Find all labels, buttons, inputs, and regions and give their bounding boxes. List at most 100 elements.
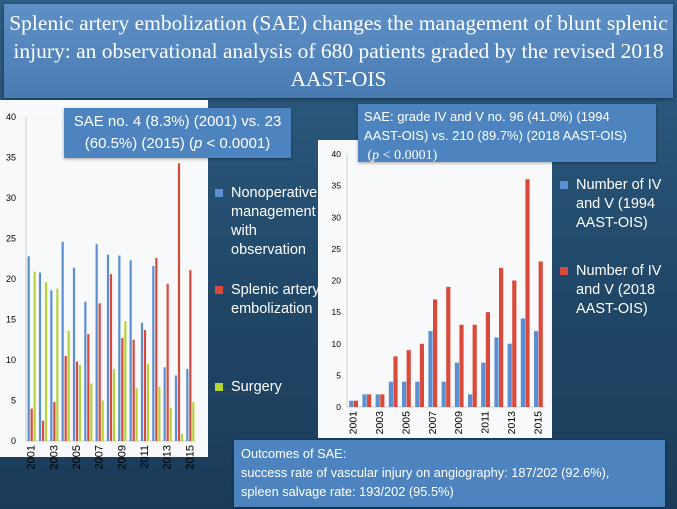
- chart1-bar: [177, 163, 181, 442]
- callout-right: SAE: grade IV and V no. 96 (41.0%) (1994…: [358, 104, 656, 163]
- chart2-bar: [406, 350, 411, 407]
- chart2-y-tick-label: 5: [336, 370, 341, 380]
- legend2-swatch-red: [560, 267, 568, 275]
- chart1-bar: [158, 386, 161, 441]
- chart1-bar: [106, 254, 110, 441]
- chart1-x-tick-label: 2015: [184, 445, 196, 469]
- legend1-label-surgery: Surgery: [231, 379, 282, 395]
- outcomes-line1: success rate of vascular injury on angio…: [241, 465, 610, 480]
- chart1-bar: [72, 267, 76, 441]
- legend1-swatch-blue: [215, 189, 223, 197]
- chart1-bar: [87, 334, 90, 441]
- chart2-y-tick-label: 40: [332, 149, 342, 159]
- chart1-bar: [189, 270, 192, 441]
- chart2-bar: [454, 362, 459, 407]
- chart1-bar: [135, 388, 138, 441]
- chart1-bar: [109, 274, 113, 441]
- chart2-x-tick-label: 2001: [348, 411, 360, 435]
- title-text: Splenic artery embolization (SAE) change…: [9, 11, 668, 91]
- chart1-bar: [180, 433, 184, 441]
- legend2-label-1994: Number of IV and V (1994 AAST-OIS): [576, 177, 662, 231]
- chart2-bar: [415, 381, 420, 407]
- callout-left: SAE no. 4 (8.3%) (2001) vs. 23 (60.5%) (…: [64, 108, 291, 158]
- chart1-bar: [61, 241, 64, 441]
- chart2-bar: [485, 312, 490, 407]
- chart1-bar: [67, 330, 70, 441]
- callout-left-main: SAE no. 4 (8.3%) (2001) vs. 23 (60.5%) (…: [73, 113, 282, 152]
- callout-right-main: SAE: grade IV and V no. 96 (41.0%) (1994…: [364, 109, 627, 143]
- chart1-x-tick-label: 2003: [48, 445, 60, 469]
- chart1-bar: [30, 408, 33, 441]
- chart2-x-tick-label: 2015: [532, 411, 544, 435]
- chart1-bar: [118, 255, 121, 441]
- callout-right-p: p: [372, 148, 380, 163]
- chart1-bar: [98, 303, 101, 441]
- chart1-x-tick-label: 2001: [26, 445, 38, 469]
- chart1-y-tick-label: 35: [6, 153, 16, 163]
- chart1-y-tick-label: 30: [6, 193, 16, 203]
- chart2-y-tick-label: 0: [336, 402, 341, 412]
- chart2-y-tick-label: 10: [332, 339, 342, 349]
- chart2-x-tick-label: 2003: [374, 411, 386, 435]
- chart2-bar: [375, 394, 380, 407]
- chart1-bar: [64, 355, 67, 441]
- chart2-bar: [472, 324, 477, 407]
- chart2-y-tick-label: 35: [332, 181, 342, 191]
- chart1-bar: [33, 271, 36, 441]
- chart1-bar: [140, 322, 144, 441]
- legend1-label-nonoperative: Nonoperative management with observation: [231, 185, 318, 258]
- chart1-bar: [166, 283, 169, 441]
- chart2-bar: [512, 280, 517, 407]
- chart1-bar: [53, 402, 56, 441]
- chart2-bar: [520, 318, 525, 407]
- chart1-bar: [169, 407, 172, 441]
- chart2-bar: [419, 343, 424, 407]
- legend1-swatch-red: [215, 286, 223, 294]
- slide-title: Splenic artery embolization (SAE) change…: [4, 4, 673, 98]
- chart1-bar: [163, 367, 166, 441]
- chart1-bar: [56, 288, 59, 441]
- chart1-y-tick-label: 25: [6, 234, 16, 244]
- chart1-bar: [75, 361, 79, 441]
- chart1-bar: [186, 368, 189, 441]
- chart1-x-tick-label: 2009: [116, 445, 128, 469]
- chart2-bar: [367, 394, 372, 407]
- chart2-bar: [534, 331, 539, 407]
- chart2-bar: [481, 362, 486, 407]
- chart2-bar: [446, 286, 451, 407]
- chart1-bar: [95, 244, 98, 441]
- chart2-bar: [525, 179, 530, 407]
- chart2-bar: [433, 299, 438, 407]
- callout-left-text: SAE no. 4 (8.3%) (2001) vs. 23 (60.5%) (…: [64, 111, 291, 155]
- chart1-x-tick-label: 2007: [94, 445, 106, 469]
- chart2-bar: [468, 394, 473, 407]
- chart1-x-tick-label: 2011: [139, 445, 151, 469]
- chart2-bar: [380, 394, 385, 407]
- chart1-bar: [121, 338, 124, 441]
- chart2-y-tick-label: 20: [332, 276, 342, 286]
- chart1-bar: [44, 282, 48, 441]
- callout-left-p: p: [193, 135, 203, 152]
- chart1-bar: [112, 368, 116, 441]
- chart1-bar: [101, 400, 104, 441]
- chart2-bar: [349, 400, 354, 407]
- callout-left-tail: < 0.0001): [202, 135, 271, 152]
- chart1-bar: [146, 364, 150, 441]
- outcomes-heading: Outcomes of SAE:: [241, 446, 347, 461]
- callout-right-pvalue: (p < 0.0001): [364, 148, 438, 163]
- chart1-bar: [132, 339, 135, 441]
- chart2-x-tick-label: 2007: [427, 411, 439, 435]
- chart1-bar: [124, 321, 127, 441]
- chart2-bar: [362, 394, 367, 407]
- chart2-bar: [428, 331, 433, 407]
- chart1-bar: [155, 257, 158, 441]
- chart1-bar: [174, 375, 178, 441]
- outcomes-box: Outcomes of SAE: success rate of vascula…: [234, 440, 665, 507]
- chart2-y-tick-label: 25: [332, 244, 342, 254]
- chart1-bar: [152, 266, 155, 441]
- chart2-bar: [441, 381, 446, 407]
- chart1-bar: [84, 301, 87, 441]
- chart1-y-tick-label: 0: [11, 436, 16, 446]
- chart2-x-tick-label: 2011: [480, 411, 492, 434]
